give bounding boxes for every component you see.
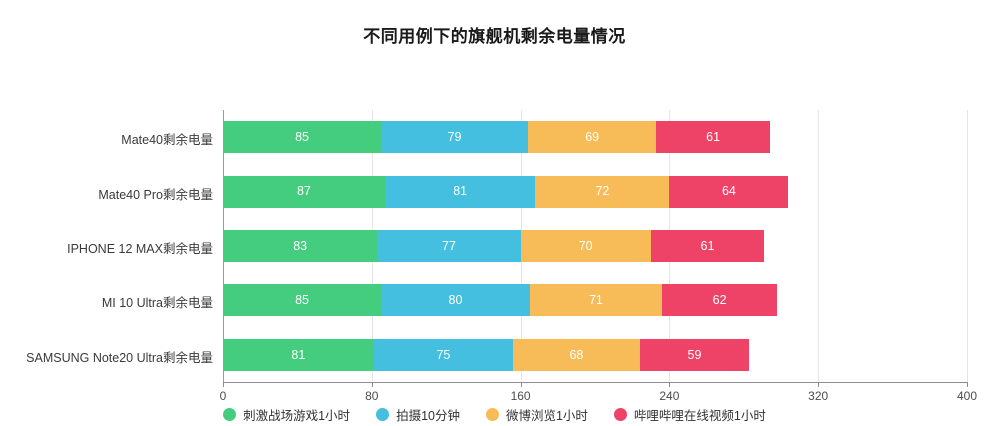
bar-segment[interactable]: 85	[223, 284, 382, 317]
legend-item[interactable]: 刺激战场游戏1小时	[223, 405, 350, 424]
x-tick-label: 240	[659, 389, 680, 403]
x-tick-mark	[669, 382, 671, 387]
chart-title: 不同用例下的旗舰机剩余电量情况	[363, 27, 626, 46]
x-tick-label: 400	[956, 389, 978, 403]
x-tick-mark	[967, 382, 968, 387]
x-tick-label: 320	[808, 389, 829, 403]
bar-value-label: 83	[293, 238, 308, 253]
gridline-320	[818, 110, 820, 382]
bar-segment[interactable]: 72	[535, 175, 670, 208]
x-axis-line	[223, 382, 967, 383]
bar-value-label: 75	[436, 347, 451, 362]
bar-value-label: 85	[295, 293, 309, 308]
legend-label: 微博浏览1小时	[505, 409, 588, 423]
x-tick-label: 80	[365, 389, 379, 403]
category-label: Mate40剩余电量	[121, 133, 213, 148]
legend-color-swatch-icon	[613, 408, 627, 421]
bar-value-label: 68	[569, 347, 584, 362]
bar-segment[interactable]: 80	[381, 284, 530, 317]
bar-segment[interactable]: 81	[223, 338, 374, 371]
bar-row[interactable]: 81 75 68 59	[223, 338, 750, 371]
bar-segment[interactable]: 62	[661, 284, 778, 317]
bar-value-label: 81	[291, 347, 306, 362]
bar-row[interactable]: 83 77 70 61	[223, 230, 765, 262]
bar-segment[interactable]: 71	[529, 284, 662, 317]
legend-color-swatch-icon	[376, 408, 390, 421]
bar-value-label: 62	[712, 293, 727, 308]
bar-value-label: 70	[578, 238, 593, 253]
bar-segment[interactable]: 79	[381, 121, 529, 154]
bar-value-label: 59	[687, 347, 702, 362]
x-tick-mark	[223, 382, 224, 387]
gridline-400	[967, 110, 968, 382]
legend-label: 哔哩哔哩在线视频1小时	[633, 409, 766, 423]
bar-value-label: 69	[585, 129, 600, 144]
category-label: IPHONE 12 MAX剩余电量	[67, 242, 213, 256]
legend-item[interactable]: 拍摄10分钟	[376, 405, 460, 424]
bar-value-label: 79	[447, 129, 462, 144]
x-tick-mark	[371, 382, 373, 387]
bar-value-label: 80	[448, 293, 463, 308]
chart-legend: 刺激战场游戏1小时 拍摄10分钟 微博浏览1小时 哔哩哔哩在线视频1小时	[0, 405, 989, 424]
legend-item[interactable]: 哔哩哔哩在线视频1小时	[613, 405, 766, 424]
legend-label: 拍摄10分钟	[396, 409, 460, 423]
plot-area: 85 79 69 61 87 81 72 64 83 77 70 61 85 80 71 62 81 75 68 59	[223, 110, 968, 382]
bar-segment[interactable]: 61	[650, 230, 765, 262]
bar-segment[interactable]: 70	[520, 230, 651, 262]
category-label: MI 10 Ultra剩余电量	[101, 296, 213, 311]
legend-label: 刺激战场游戏1小时	[243, 409, 351, 423]
x-tick-mark	[818, 382, 820, 387]
x-tick-label: 160	[510, 389, 531, 403]
bar-value-label: 77	[442, 238, 456, 253]
bar-value-label: 87	[296, 184, 311, 199]
x-tick-mark	[520, 382, 522, 387]
bar-segment[interactable]: 83	[223, 230, 378, 262]
legend-item[interactable]: 微博浏览1小时	[485, 405, 588, 424]
bar-segment[interactable]: 59	[639, 338, 750, 371]
bar-value-label: 72	[595, 184, 610, 199]
x-tick-label: 0	[219, 389, 227, 403]
x-axis-ticks: 0 80 160 240 320 400	[219, 382, 977, 408]
bar-row[interactable]: 85 80 71 62	[223, 284, 778, 317]
bar-segment[interactable]: 81	[384, 175, 536, 208]
y-axis-category-labels: Mate40剩余电量 Mate40 Pro剩余电量 IPHONE 12 MAX剩余电…	[0, 110, 223, 382]
bar-segment[interactable]: 68	[513, 338, 640, 371]
bar-row[interactable]: 85 79 69 61	[223, 121, 770, 154]
bar-value-label: 61	[706, 129, 721, 144]
bar-value-label: 81	[453, 184, 468, 199]
bar-value-label: 71	[588, 293, 603, 308]
category-label: SAMSUNG Note20 Ultra剩余电量	[26, 350, 213, 365]
bar-segment[interactable]: 69	[528, 121, 657, 154]
bar-value-label: 85	[295, 129, 309, 144]
legend-color-swatch-icon	[223, 408, 237, 421]
bar-segment[interactable]: 85	[223, 121, 382, 154]
bar-segment[interactable]: 87	[223, 175, 385, 208]
category-label: Mate40 Pro剩余电量	[98, 187, 213, 202]
bar-segment[interactable]: 61	[656, 121, 770, 154]
bar-value-label: 64	[721, 184, 736, 199]
legend-color-swatch-icon	[485, 408, 499, 421]
bar-segment[interactable]: 75	[373, 338, 514, 371]
bar-segment[interactable]: 64	[669, 175, 789, 208]
bar-value-label: 61	[700, 238, 715, 253]
bar-segment[interactable]: 77	[377, 230, 521, 262]
bar-row[interactable]: 87 81 72 64	[223, 175, 789, 208]
